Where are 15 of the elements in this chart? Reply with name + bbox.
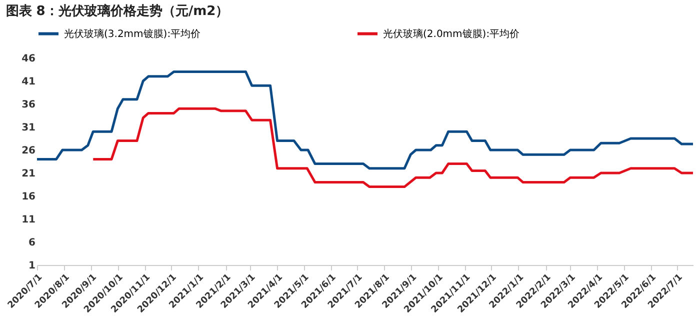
y-tick-label: 41 — [22, 76, 36, 88]
y-tick-label: 6 — [28, 238, 36, 248]
y-tick-label: 11 — [22, 214, 36, 226]
legend-label: 光伏玻璃(2.0mm镀膜):平均价 — [383, 28, 520, 40]
y-tick-label: 46 — [22, 54, 36, 64]
y-tick-label: 1 — [28, 260, 36, 272]
line-series — [92, 107, 694, 188]
legend-label: 光伏玻璃(3.2mm镀膜):平均价 — [64, 28, 201, 40]
y-tick-label: 36 — [22, 100, 36, 110]
y-tick-label: 21 — [22, 168, 36, 180]
chart-title: 图表 8：光伏玻璃价格走势（元/m2） — [6, 3, 229, 19]
y-tick-label: 16 — [22, 192, 36, 202]
y-tick-label: 31 — [22, 122, 36, 134]
line-series — [36, 70, 694, 170]
y-tick-label: 26 — [22, 146, 36, 156]
